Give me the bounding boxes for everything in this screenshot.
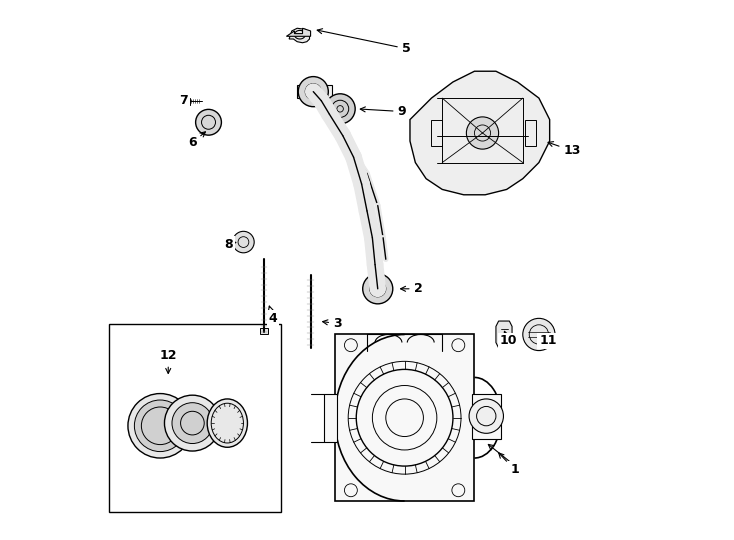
Polygon shape: [286, 28, 310, 36]
Text: 10: 10: [500, 332, 517, 347]
Circle shape: [325, 94, 355, 124]
Circle shape: [305, 84, 321, 100]
Circle shape: [364, 275, 391, 302]
Circle shape: [134, 400, 186, 451]
Circle shape: [300, 78, 327, 105]
Text: 5: 5: [317, 29, 410, 55]
Circle shape: [466, 117, 498, 149]
Text: 3: 3: [323, 317, 342, 330]
Polygon shape: [496, 321, 512, 348]
Bar: [432, 119, 442, 146]
Circle shape: [298, 77, 328, 107]
Text: 1: 1: [498, 453, 519, 476]
Text: 12: 12: [159, 349, 177, 374]
Text: 9: 9: [360, 105, 406, 118]
Text: 7: 7: [179, 94, 192, 107]
Circle shape: [164, 395, 220, 451]
Circle shape: [128, 394, 192, 458]
Text: 2: 2: [401, 282, 422, 295]
Circle shape: [523, 319, 555, 350]
Text: 11: 11: [539, 334, 557, 347]
Bar: [324, 394, 338, 442]
Bar: [109, 323, 281, 512]
Bar: [526, 119, 537, 146]
Text: 13: 13: [548, 141, 581, 157]
Circle shape: [363, 274, 393, 304]
Bar: [335, 334, 474, 501]
Circle shape: [469, 399, 504, 433]
Bar: [260, 328, 268, 334]
Polygon shape: [289, 28, 310, 43]
Text: 4: 4: [269, 306, 277, 325]
Bar: [178, 98, 189, 105]
Circle shape: [172, 403, 213, 443]
Text: 8: 8: [225, 238, 236, 251]
Ellipse shape: [207, 399, 247, 447]
Circle shape: [196, 110, 222, 135]
Polygon shape: [410, 71, 550, 195]
Circle shape: [233, 231, 254, 253]
Bar: [297, 85, 332, 98]
Text: 6: 6: [188, 132, 206, 149]
Bar: [472, 394, 501, 439]
Circle shape: [370, 281, 386, 297]
